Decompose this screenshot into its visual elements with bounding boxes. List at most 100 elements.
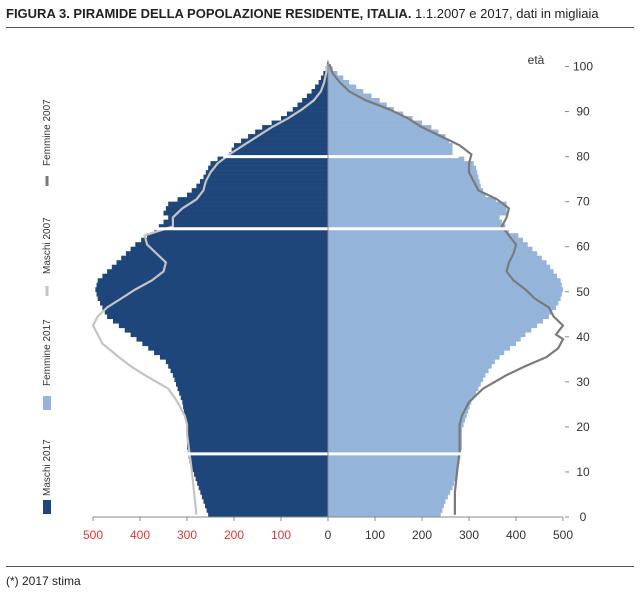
x-tick-label-left: 300 [177, 528, 197, 542]
bar-femmine-2017 [328, 368, 489, 374]
bar-femmine-2017 [328, 183, 481, 189]
bar-femmine-2017 [328, 318, 544, 324]
separator-layer [152, 155, 512, 456]
footer-divider [6, 566, 634, 567]
y-tick-label: 90 [576, 105, 590, 119]
bar-maschi-2017 [100, 300, 328, 306]
bar-maschi-2017 [96, 282, 328, 288]
bar-femmine-2017 [328, 435, 462, 441]
bar-femmine-2017 [328, 188, 484, 193]
bar-femmine-2017 [328, 120, 422, 126]
bar-femmine-2017 [328, 341, 516, 347]
bar-femmine-2017 [328, 512, 441, 518]
bar-femmine-2017 [328, 197, 497, 202]
bar-maschi-2017 [241, 138, 328, 144]
lines-layer [91, 63, 565, 515]
bar-femmine-2017 [328, 408, 469, 414]
bar-femmine-2017 [328, 287, 563, 293]
y-tick-label: 10 [576, 465, 590, 479]
title-divider [6, 27, 634, 28]
bar-femmine-2017 [328, 381, 481, 387]
bar-femmine-2017 [328, 332, 526, 338]
bar-femmine-2017 [328, 152, 453, 157]
legend-marker-bar [43, 500, 51, 514]
bar-maschi-2017 [189, 458, 328, 464]
bar-maschi-2017 [159, 354, 328, 360]
bar-maschi-2017 [174, 377, 328, 383]
bar-maschi-2017 [197, 480, 328, 486]
x-tick-label-right: 300 [459, 528, 479, 542]
bar-femmine-2017 [328, 237, 524, 243]
bar-maschi-2017 [186, 422, 328, 428]
y-tick-label: 30 [576, 375, 590, 389]
bar-femmine-2017 [328, 345, 511, 351]
bar-femmine-2017 [328, 251, 538, 257]
bar-femmine-2017 [328, 395, 474, 401]
bar-maschi-2017 [183, 408, 328, 414]
bar-femmine-2017 [328, 507, 443, 513]
bar-femmine-2017 [328, 84, 357, 90]
bar-femmine-2017 [328, 161, 474, 166]
bar-femmine-2017 [328, 62, 330, 67]
bar-maschi-2017 [187, 444, 328, 450]
x-tick-label-right: 0 [325, 528, 332, 542]
bar-maschi-2017 [281, 116, 328, 121]
bar-femmine-2017 [328, 264, 551, 270]
bar-maschi-2017 [185, 417, 328, 423]
bar-femmine-2017 [328, 143, 453, 148]
bar-maschi-2017 [198, 485, 328, 491]
bar-femmine-2017 [328, 174, 479, 180]
bar-femmine-2017 [328, 372, 486, 378]
x-tick-label-right: 400 [506, 528, 526, 542]
bar-maschi-2017 [148, 345, 328, 351]
bar-femmine-2017 [328, 458, 460, 464]
bar-maschi-2017 [177, 386, 328, 392]
bar-maschi-2017 [199, 179, 328, 184]
axis-layer: 500 400 300 200 100 0 100 200 300 400 500 0 10 20 30 40… [83, 53, 593, 542]
bar-maschi-2017 [124, 327, 328, 333]
bar-femmine-2017 [328, 422, 464, 428]
bar-femmine-2017 [328, 453, 461, 459]
bar-maschi-2017 [187, 449, 328, 455]
bar-femmine-2017 [328, 269, 554, 275]
bar-maschi-2017 [187, 426, 328, 432]
bar-femmine-2017 [328, 485, 453, 491]
bar-maschi-2017 [192, 467, 328, 473]
bar-femmine-2017 [328, 314, 549, 320]
bar-femmine-2017 [328, 206, 507, 211]
bar-femmine-2017 [328, 224, 506, 229]
bar-maschi-2017 [200, 489, 328, 495]
bar-femmine-2017 [328, 273, 558, 279]
bar-maschi-2017 [205, 170, 328, 175]
bar-femmine-2017 [328, 210, 507, 216]
bar-femmine-2017 [328, 170, 478, 175]
y-tick-label: 70 [576, 195, 590, 209]
bar-femmine-2017 [328, 444, 462, 450]
bar-femmine-2017 [328, 399, 472, 405]
bar-maschi-2017 [203, 174, 328, 180]
bar-maschi-2017 [168, 363, 328, 369]
bar-femmine-2017 [328, 417, 466, 423]
bar-femmine-2017 [328, 503, 444, 509]
bar-maschi-2017 [165, 359, 328, 365]
x-tick-label-left: 100 [271, 528, 291, 542]
line-maschi-2007 [91, 64, 329, 515]
bar-maschi-2017 [102, 273, 329, 279]
bar-maschi-2017 [135, 242, 328, 247]
bar-maschi-2017 [180, 395, 328, 401]
bar-maschi-2017 [262, 125, 328, 130]
bar-femmine-2017 [328, 102, 387, 108]
legend-label: Maschi 2007 [42, 217, 53, 274]
bar-femmine-2017 [328, 359, 495, 365]
bar-maschi-2017 [194, 471, 328, 477]
bar-femmine-2017 [328, 147, 453, 153]
bar-maschi-2017 [170, 368, 328, 374]
bar-femmine-2017 [328, 228, 509, 234]
bar-maschi-2017 [118, 323, 328, 329]
legend-layer: Femmine 2007 Maschi 2007 Femmine 2017 Masch… [42, 99, 53, 514]
bar-maschi-2017 [187, 435, 328, 441]
bar-femmine-2017 [328, 192, 486, 198]
bar-femmine-2017 [328, 498, 446, 504]
bar-maschi-2017 [125, 251, 329, 257]
bar-femmine-2017 [328, 165, 477, 171]
